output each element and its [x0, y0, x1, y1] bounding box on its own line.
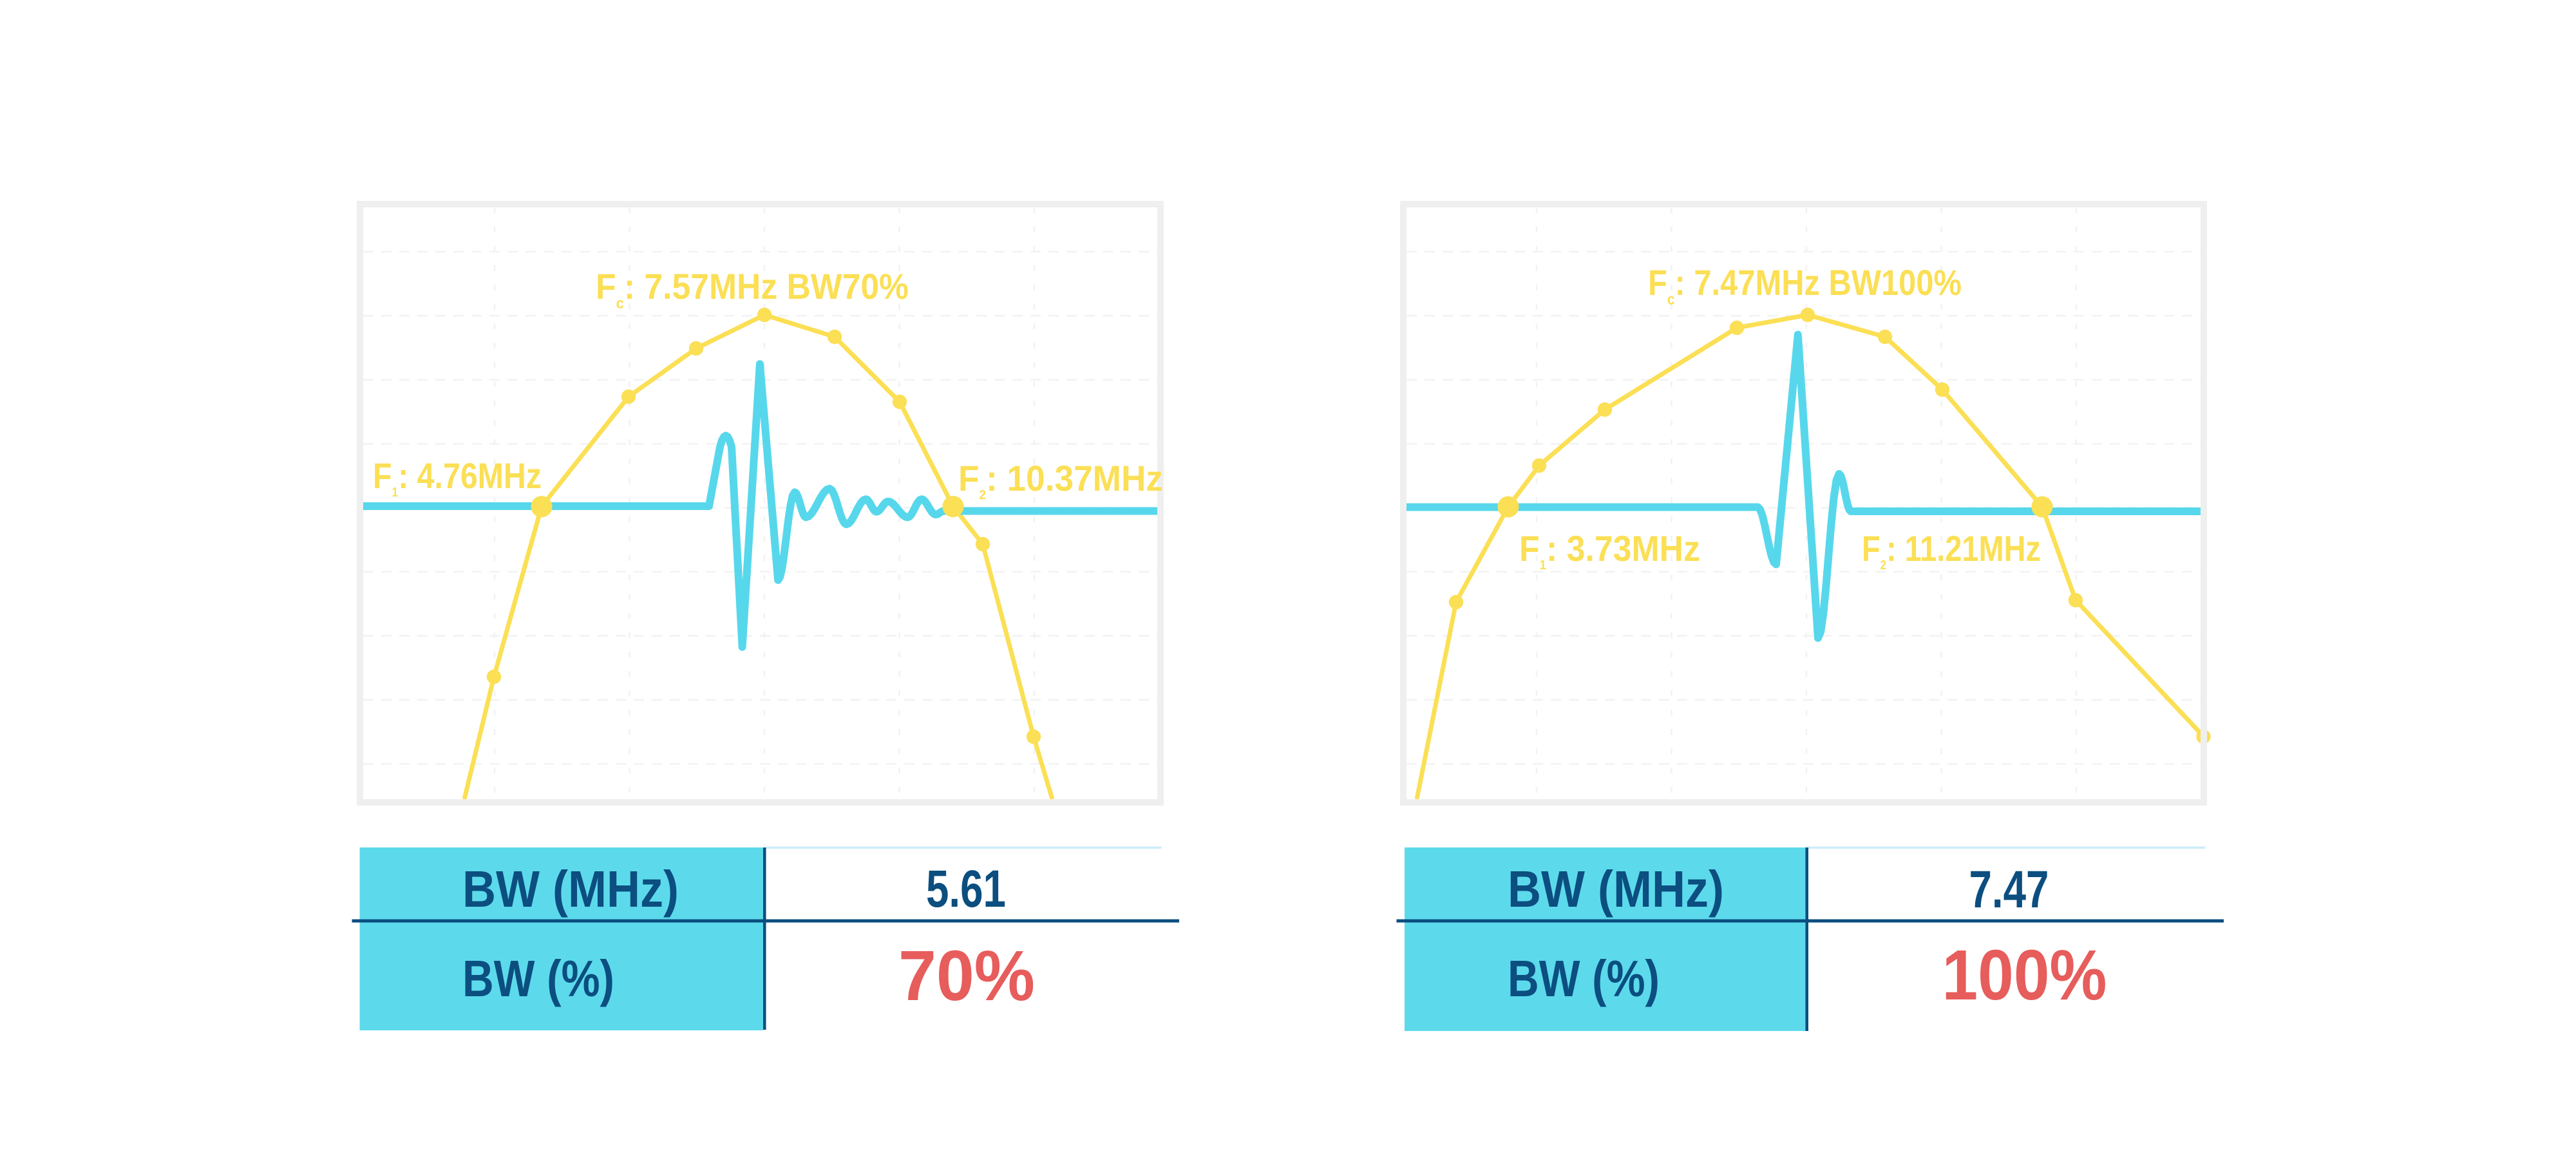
svg-text:BW (%): BW (%): [1508, 950, 1660, 1007]
svg-text:7.47: 7.47: [1969, 860, 2049, 919]
svg-text:Fc: 7.57MHz BW70%: Fc: 7.57MHz BW70%: [596, 266, 909, 312]
svg-text:BW (MHz): BW (MHz): [1508, 860, 1724, 918]
svg-text:100%: 100%: [1942, 936, 2107, 1015]
svg-text:F2: 11.21MHz: F2: 11.21MHz: [1862, 528, 2041, 572]
svg-text:Fc: 7.47MHz BW100%: Fc: 7.47MHz BW100%: [1648, 262, 1962, 308]
svg-text:BW (MHz): BW (MHz): [462, 860, 679, 918]
svg-text:70%: 70%: [898, 936, 1035, 1016]
svg-text:BW (%): BW (%): [462, 950, 614, 1007]
svg-text:F1: 4.76MHz: F1: 4.76MHz: [373, 455, 542, 500]
svg-text:5.61: 5.61: [926, 860, 1006, 918]
svg-text:F1: 3.73MHz: F1: 3.73MHz: [1519, 528, 1700, 572]
svg-text:F2: 10.37MHz: F2: 10.37MHz: [958, 458, 1163, 502]
